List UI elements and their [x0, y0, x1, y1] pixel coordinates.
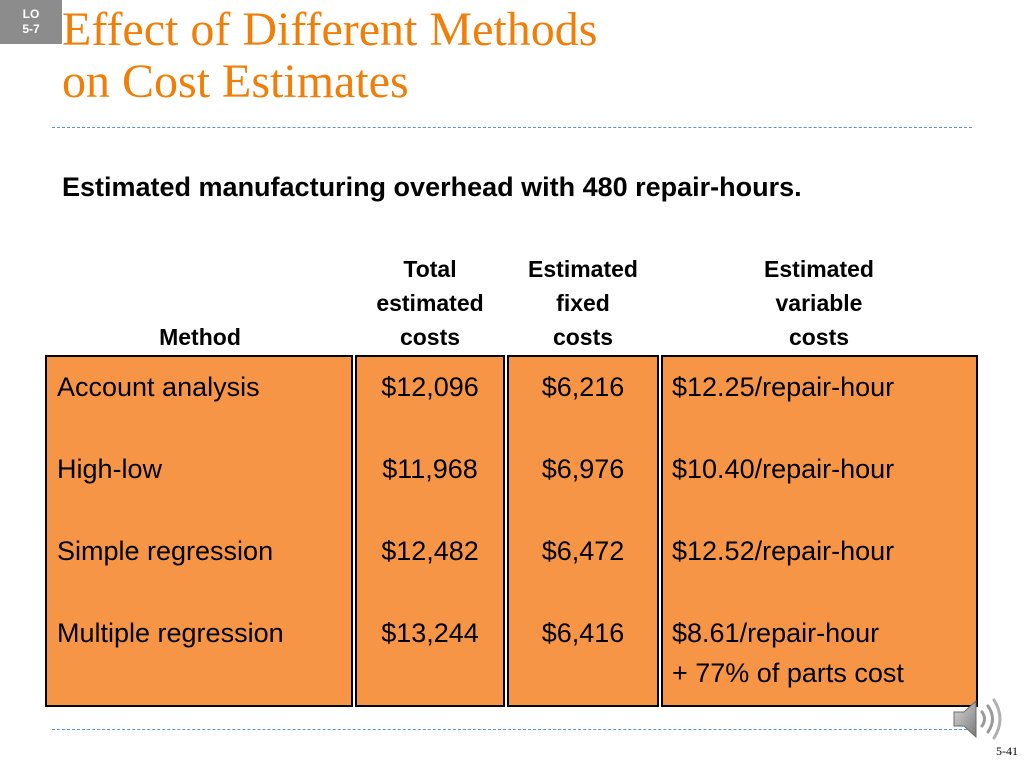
header-fixed-line-1: Estimated: [528, 256, 638, 282]
slide-title: Effect of Different Methods on Cost Esti…: [62, 4, 597, 108]
page-number: 5-41: [996, 744, 1018, 758]
badge-line-2: 5-7: [22, 22, 40, 36]
method-cell: Account analysis: [57, 372, 260, 402]
header-estimated-variable-costs: Estimated variable costs: [719, 252, 919, 354]
fixed-cost-cell: $6,976: [541, 454, 625, 484]
variable-cost-line: $8.61/repair-hour: [672, 618, 880, 648]
slide-title-line-1: Effect of Different Methods: [62, 3, 598, 56]
title-divider: [52, 127, 972, 128]
total-costs-column: $12,096 $11,968 $12,482 $13,244: [355, 355, 505, 707]
fixed-cost-cell: $6,472: [541, 536, 625, 566]
total-cost-cell: $12,482: [381, 536, 479, 566]
fixed-cost-cell: $6,216: [541, 372, 625, 402]
fixed-costs-column: $6,216 $6,976 $6,472 $6,416: [507, 355, 659, 707]
variable-cost-line: + 77% of parts cost: [672, 658, 904, 688]
header-method-line: Method: [159, 324, 241, 350]
variable-cost-cell: $12.52/repair-hour: [672, 531, 894, 571]
header-variable-line-3: costs: [788, 324, 850, 350]
badge-line-1: LO: [22, 7, 40, 21]
header-variable-line-2: variable: [775, 290, 863, 316]
total-cost-cell: $11,968: [382, 454, 478, 484]
header-fixed-line-3: costs: [552, 324, 614, 350]
total-cost-cell: $12,096: [381, 372, 479, 402]
total-cost-cell: $13,244: [381, 618, 479, 648]
variable-costs-column: $12.25/repair-hour $10.40/repair-hour $1…: [661, 355, 978, 707]
slide-subtitle: Estimated manufacturing overhead with 48…: [62, 172, 802, 202]
header-total-estimated-costs: Total estimated costs: [355, 252, 505, 354]
variable-cost-line: $12.52/repair-hour: [672, 536, 895, 566]
variable-cost-line: $12.25/repair-hour: [672, 372, 895, 402]
method-cell: Simple regression: [57, 536, 274, 566]
fixed-cost-cell: $6,416: [541, 618, 625, 648]
method-cell: Multiple regression: [57, 618, 284, 648]
method-column: Account analysis High-low Simple regress…: [45, 355, 353, 707]
header-total-line-1: Total: [403, 256, 457, 282]
header-variable-line-1: Estimated: [764, 256, 874, 282]
header-total-line-3: costs: [399, 324, 461, 350]
variable-cost-cell: $10.40/repair-hour: [672, 449, 894, 489]
header-fixed-line-2: fixed: [556, 290, 610, 316]
variable-cost-line: $10.40/repair-hour: [672, 454, 895, 484]
variable-cost-cell: $12.25/repair-hour: [672, 367, 894, 407]
learning-objective-badge: LO 5-7: [0, 0, 62, 44]
footer-divider: [52, 729, 972, 730]
header-total-line-2: estimated: [376, 290, 484, 316]
method-cell: High-low: [57, 454, 163, 484]
speaker-icon[interactable]: [950, 694, 1004, 744]
variable-cost-cell: $8.61/repair-hour + 77% of parts cost: [672, 613, 904, 693]
header-estimated-fixed-costs: Estimated fixed costs: [507, 252, 659, 354]
slide-title-line-2: on Cost Estimates: [62, 55, 409, 108]
header-method: Method: [140, 320, 260, 354]
